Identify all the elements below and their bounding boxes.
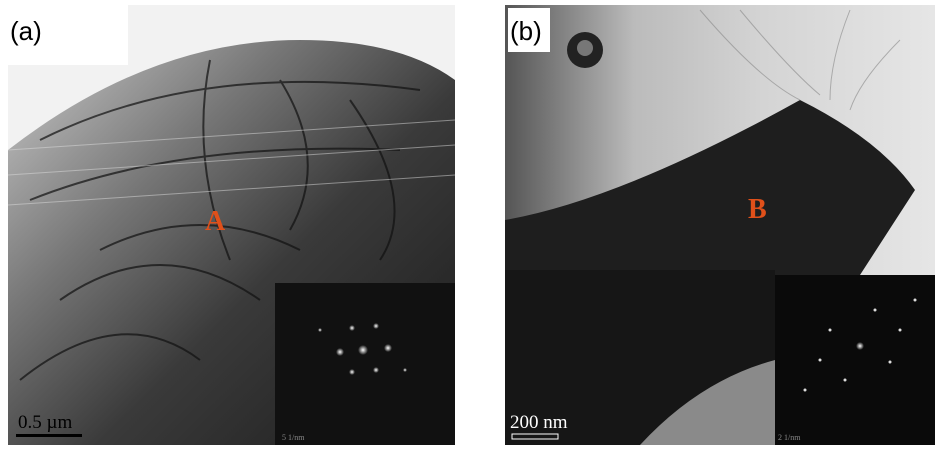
inset-scale-label: 2 1/nm [778, 433, 801, 442]
grain [505, 100, 915, 275]
edge [8, 5, 455, 150]
dislocations [19, 59, 421, 381]
scale-label: 0.5 µm [18, 412, 72, 433]
region-marker: A [205, 206, 226, 237]
panel-a: (a) A 5 1/nm 0.5 µm [7, 5, 456, 445]
diffraction-spots [318, 323, 407, 375]
panel-label: (a) [10, 16, 42, 46]
fringes [699, 9, 901, 111]
diffraction-inset [775, 275, 935, 445]
panel-b: (b) B 2 1/nm 200 nm [505, 5, 935, 445]
background [8, 5, 128, 65]
fringes [7, 119, 456, 206]
inset-scale-label: 5 1/nm [282, 433, 305, 442]
particle [577, 40, 593, 56]
diffraction-inset [275, 283, 455, 445]
panel-label: (b) [510, 16, 542, 46]
grain [640, 360, 775, 445]
scale-bar [16, 434, 82, 437]
label-box [508, 8, 550, 52]
scale-bar [511, 433, 559, 440]
diffraction-spots [803, 298, 917, 392]
region-marker: B [748, 194, 767, 225]
scale-label: 200 nm [510, 412, 568, 433]
